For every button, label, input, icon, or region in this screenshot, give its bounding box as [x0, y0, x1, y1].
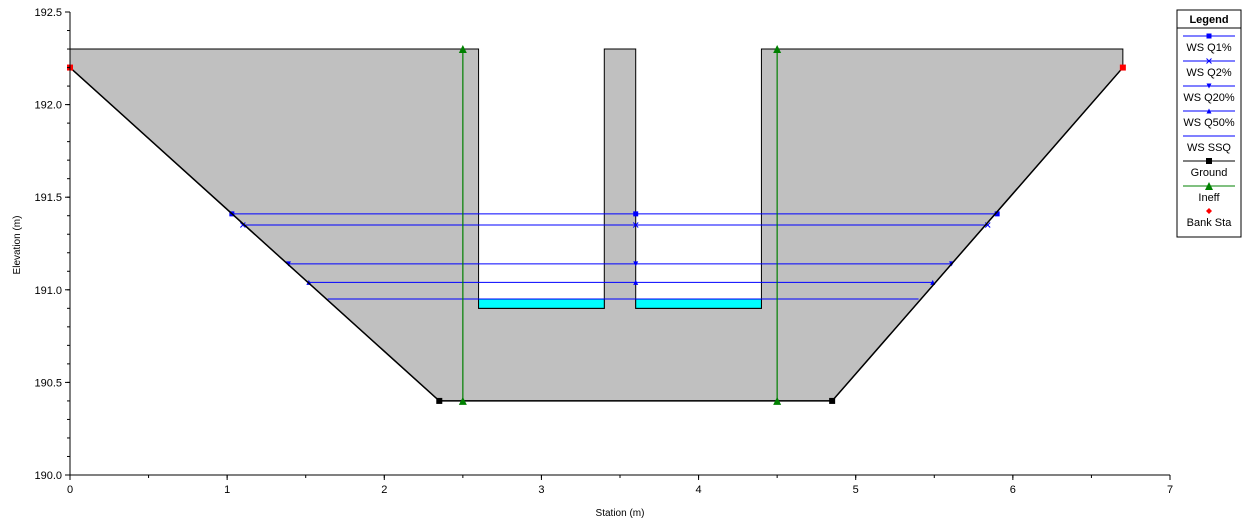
ground-marker-2 [829, 397, 836, 404]
legend-entry-1-marker [1206, 33, 1212, 39]
bank-station-marker-2 [1119, 64, 1126, 71]
x-tick-label-3: 2 [381, 484, 387, 496]
ws-line-2-marker-2-stroke-b [632, 222, 639, 228]
legend-box [1176, 9, 1242, 238]
ws-line-2-marker-1 [240, 222, 246, 228]
ws-line-2-marker-1-stroke-b [240, 222, 246, 228]
legend: Legend WS Q1% WS Q2% WS Q20% WS Q50% WS SSQ G… [1176, 9, 1242, 238]
legend-entry-4-marker [1206, 108, 1212, 114]
water-fill-2 [635, 298, 762, 309]
ground-line [69, 67, 1124, 402]
ineff-marker-top-1 [458, 45, 467, 54]
water-fill-1 [478, 298, 605, 309]
legend-entry-2-marker-stroke-b [1206, 58, 1212, 64]
y-tick-label-1: 190.0 [34, 470, 62, 482]
x-tick-label-7: 6 [1010, 484, 1016, 496]
axes: Station (m) Elevation (m) 0 1 2 3 4 5 6 7 190.0 1… [12, 7, 1173, 519]
ws-line-1-marker-2 [633, 211, 639, 217]
legend-entry-2-marker [1206, 58, 1212, 64]
legend-entry-8-marker [1206, 208, 1212, 214]
x-axis-title: Station (m) [596, 508, 645, 519]
ws-line-1-marker-3 [994, 211, 1000, 217]
legend-entry-1-label: WS Q1% [1186, 42, 1231, 54]
legend-entry-6-marker [1206, 158, 1212, 164]
x-tick-label-6: 5 [853, 484, 859, 496]
legend-entry-7-label: Ineff [1198, 192, 1220, 204]
legend-entry-5-label: WS SSQ [1187, 142, 1231, 154]
legend-entry-6-label: Ground [1191, 167, 1228, 179]
ineff-marker-bottom-1 [458, 396, 467, 405]
legend-title: Legend [1189, 14, 1228, 26]
legend-entry-8-label: Bank Sta [1187, 217, 1233, 229]
ineff-marker-top-2 [773, 45, 782, 54]
ws-line-2-marker-2 [632, 222, 639, 228]
ws-line-4-marker-2 [633, 279, 639, 285]
ineff-marker-bottom-2 [773, 396, 782, 405]
legend-entry-3-marker [1206, 83, 1212, 89]
legend-entry-7-marker [1205, 182, 1213, 190]
ground-marker-1 [436, 397, 443, 404]
ws-line-3-marker-2 [633, 261, 639, 267]
y-tick-label-5: 192.0 [34, 100, 62, 112]
plot-area [67, 45, 1126, 405]
y-tick-label-3: 191.0 [34, 285, 62, 297]
y-tick-label-2: 190.5 [34, 377, 62, 389]
x-tick-label-2: 1 [224, 484, 230, 496]
ws-line-2-marker-3-stroke-b [984, 222, 991, 228]
x-tick-label-5: 4 [696, 484, 702, 496]
x-tick-label-8: 7 [1167, 484, 1173, 496]
y-axis-title: Elevation (m) [12, 216, 23, 275]
legend-entry-3-label: WS Q20% [1183, 92, 1235, 104]
x-tick-label-1: 0 [67, 484, 73, 496]
y-tick-label-4: 191.5 [34, 192, 62, 204]
x-tick-label-4: 3 [538, 484, 544, 496]
legend-entry-2-label: WS Q2% [1186, 67, 1231, 79]
legend-entry-4-label: WS Q50% [1183, 117, 1235, 129]
y-tick-label-6: 192.5 [34, 7, 62, 19]
